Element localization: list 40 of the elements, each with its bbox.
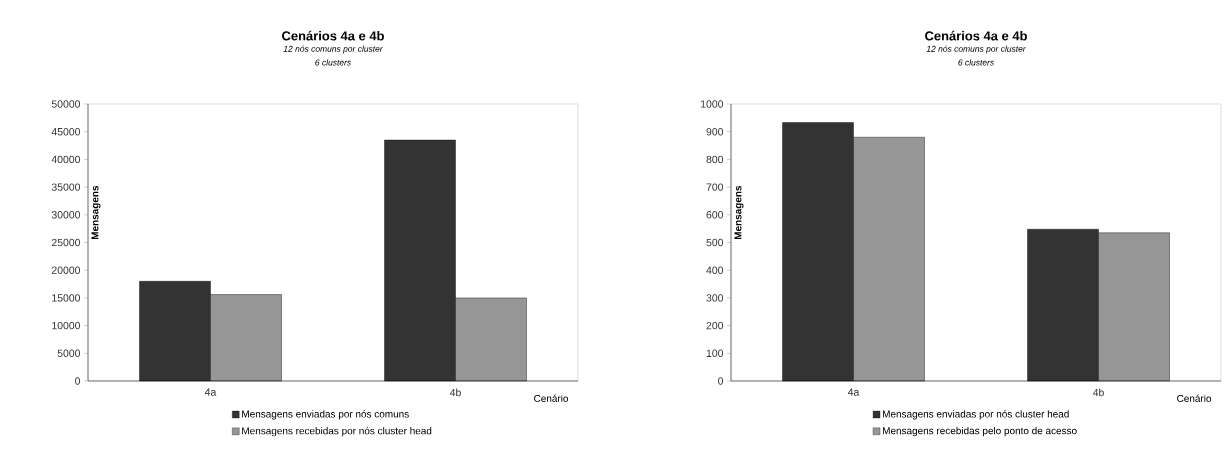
y-tick-label: 500 xyxy=(706,238,724,247)
y-tick-label: 40000 xyxy=(51,155,81,164)
y-tick-label: 15000 xyxy=(52,294,81,302)
chart-title: Cenários 4a e 4b xyxy=(282,30,384,41)
y-tick-label: 5000 xyxy=(57,349,81,358)
y-tick-label: 45000 xyxy=(51,128,81,136)
y-tick-label: 0 xyxy=(75,377,81,385)
y-axis-title: Mensagens xyxy=(91,185,101,240)
y-tick-label: 700 xyxy=(706,183,724,191)
legend-label: Mensagens enviadas por nós cluster head xyxy=(882,410,1069,420)
y-tick-label: 35000 xyxy=(51,183,81,191)
y-axis-title: Mensagens xyxy=(734,185,744,240)
y-tick-label: 900 xyxy=(706,128,724,136)
y-tick-label: 600 xyxy=(706,211,724,219)
x-tick-label: 4b xyxy=(449,388,461,397)
legend-label: Mensagens recebidas por nós cluster head xyxy=(242,426,432,437)
y-tick-label: 300 xyxy=(706,294,724,302)
legend-label: Mensagens enviadas por nós comuns xyxy=(242,410,409,420)
y-tick-label: 20000 xyxy=(51,266,81,274)
y-tick-label: 100 xyxy=(706,349,724,358)
text: 6 clusters xyxy=(958,59,994,66)
y-tick-label: 30000 xyxy=(51,211,81,219)
x-tick-label: 4a xyxy=(847,388,860,396)
x-axis-title: Cenário xyxy=(534,394,569,402)
x-tick-label: 4b xyxy=(1092,388,1104,397)
legend-label: Mensagens recebidas pelo ponto de acesso xyxy=(882,426,1077,437)
y-tick-label: 800 xyxy=(706,155,724,164)
x-tick-label: 4a xyxy=(204,388,217,396)
chart-subtitle: 12 nós comuns por cluster xyxy=(926,45,1026,54)
y-tick-label: 200 xyxy=(706,321,724,330)
x-axis-title: Cenário xyxy=(1177,394,1212,402)
chart-title: Cenários 4a e 4b xyxy=(925,30,1027,41)
chart-subtitle: 12 nós comuns por cluster xyxy=(283,45,383,54)
y-tick-label: 10000 xyxy=(52,321,81,330)
y-tick-label: 400 xyxy=(706,266,724,274)
y-tick-label: 50000 xyxy=(51,100,81,108)
y-tick-label: 0 xyxy=(718,377,724,385)
text: 6 clusters xyxy=(315,59,351,66)
y-tick-label: 1000 xyxy=(701,100,724,108)
y-tick-label: 25000 xyxy=(51,238,81,247)
